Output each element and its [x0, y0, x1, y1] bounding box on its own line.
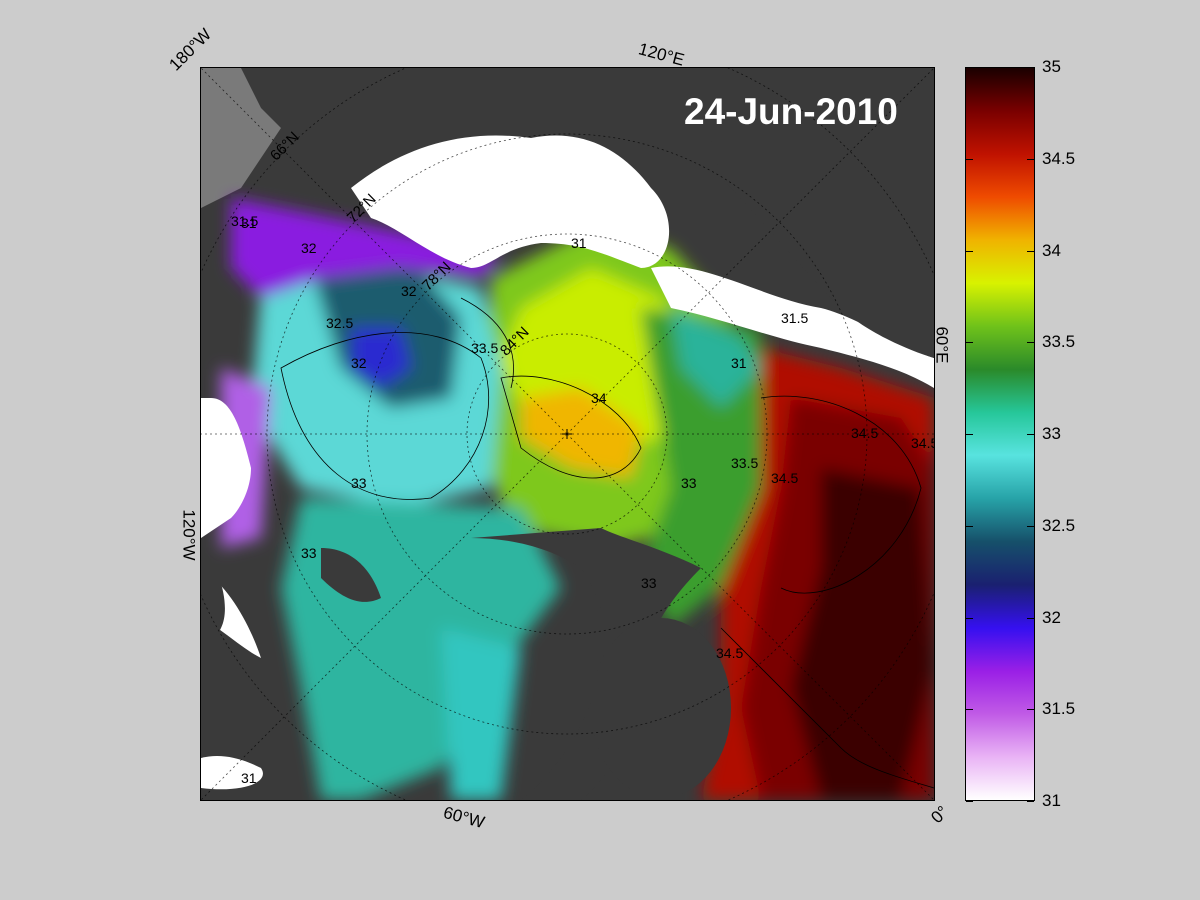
contour-label: 31.5 [231, 213, 258, 229]
contour-label: 32 [301, 240, 317, 256]
longitude-label-120e: 120°E [636, 39, 687, 70]
date-label: 24-Jun-2010 [684, 91, 898, 132]
contour-label: 32.5 [326, 315, 353, 331]
contour-label: 33 [351, 475, 367, 491]
longitude-label-120w: 120°W [179, 509, 199, 561]
colorbar-tick-mark [1027, 67, 1034, 68]
colorbar-tick-mark [966, 67, 973, 68]
contour-label: 34.5 [851, 425, 878, 441]
contour-label-group: 31 31.5 32 32.5 33 33.5 34 34.5 31 31.5 … [231, 213, 934, 786]
colorbar-tick-mark [966, 617, 973, 619]
longitude-label-0: 0° [927, 802, 953, 828]
contour-label: 34.5 [716, 645, 743, 661]
longitude-label-60e: 60°E [932, 326, 952, 364]
colorbar-tick-mark [1027, 434, 1034, 435]
colorbar-tick-label: 35 [1042, 57, 1061, 76]
contour-label: 31 [241, 770, 257, 786]
longitude-label-60w: 60°W [441, 802, 487, 833]
contour-label: 34.5 [771, 470, 798, 486]
contour-label: 33 [641, 575, 657, 591]
colorbar [965, 67, 1035, 801]
contour-label: 31 [731, 355, 747, 371]
graticule [201, 68, 934, 800]
salinity-map: 31 31.5 32 32.5 33 33.5 34 34.5 31 31.5 … [200, 67, 935, 801]
contour-label: 34 [591, 390, 607, 406]
contour-label: 32 [401, 283, 417, 299]
colorbar-tick-mark [966, 434, 973, 435]
contour-label: 31.5 [781, 310, 808, 326]
arctic-salinity-map-svg: 31 31.5 32 32.5 33 33.5 34 34.5 31 31.5 … [201, 68, 934, 800]
sea-ice [201, 135, 934, 790]
colorbar-tick-mark [1027, 525, 1034, 527]
colorbar-tick-mark [966, 801, 973, 802]
colorbar-tick-mark [966, 250, 973, 252]
contour-label: 31 [241, 215, 257, 231]
colorbar-tick-label: 31 [1042, 791, 1061, 810]
colorbar-tick-mark [1027, 250, 1034, 252]
land-lightgray [201, 68, 281, 208]
colorbar-tick-mark [1027, 342, 1034, 344]
contour-label: 32 [351, 355, 367, 371]
colorbar-tick-mark [1027, 801, 1034, 802]
colorbar-tick-label: 33 [1042, 424, 1061, 443]
contour-label: 33.5 [731, 455, 758, 471]
contour-label: 31 [571, 235, 587, 251]
colorbar-tick-label: 34.5 [1042, 148, 1076, 168]
colorbar-tick-label: 34 [1042, 240, 1061, 260]
colorbar-tick-label: 31.5 [1042, 699, 1076, 719]
landmass [201, 68, 934, 800]
colorbar-tick-mark [1027, 709, 1034, 711]
contours [280, 297, 934, 789]
contour-label: 34.5 [911, 435, 934, 451]
contour-label: 33 [301, 545, 317, 561]
colorbar-tick-mark [966, 158, 973, 160]
pole-marker [562, 429, 572, 439]
colorbar-tick-mark [966, 709, 973, 711]
colorbar-tick-label: 33.5 [1042, 332, 1076, 352]
contour-label: 33 [681, 475, 697, 491]
colorbar-tick-mark [1027, 617, 1034, 619]
colorbar-tick-mark [1027, 158, 1034, 160]
colorbar-tick-mark [966, 525, 973, 527]
contour-label: 33.5 [471, 340, 498, 356]
colorbar-tick-mark [966, 342, 973, 344]
colorbar-tick-label: 32.5 [1042, 515, 1076, 535]
colorbar-tick-label: 32 [1042, 607, 1061, 627]
